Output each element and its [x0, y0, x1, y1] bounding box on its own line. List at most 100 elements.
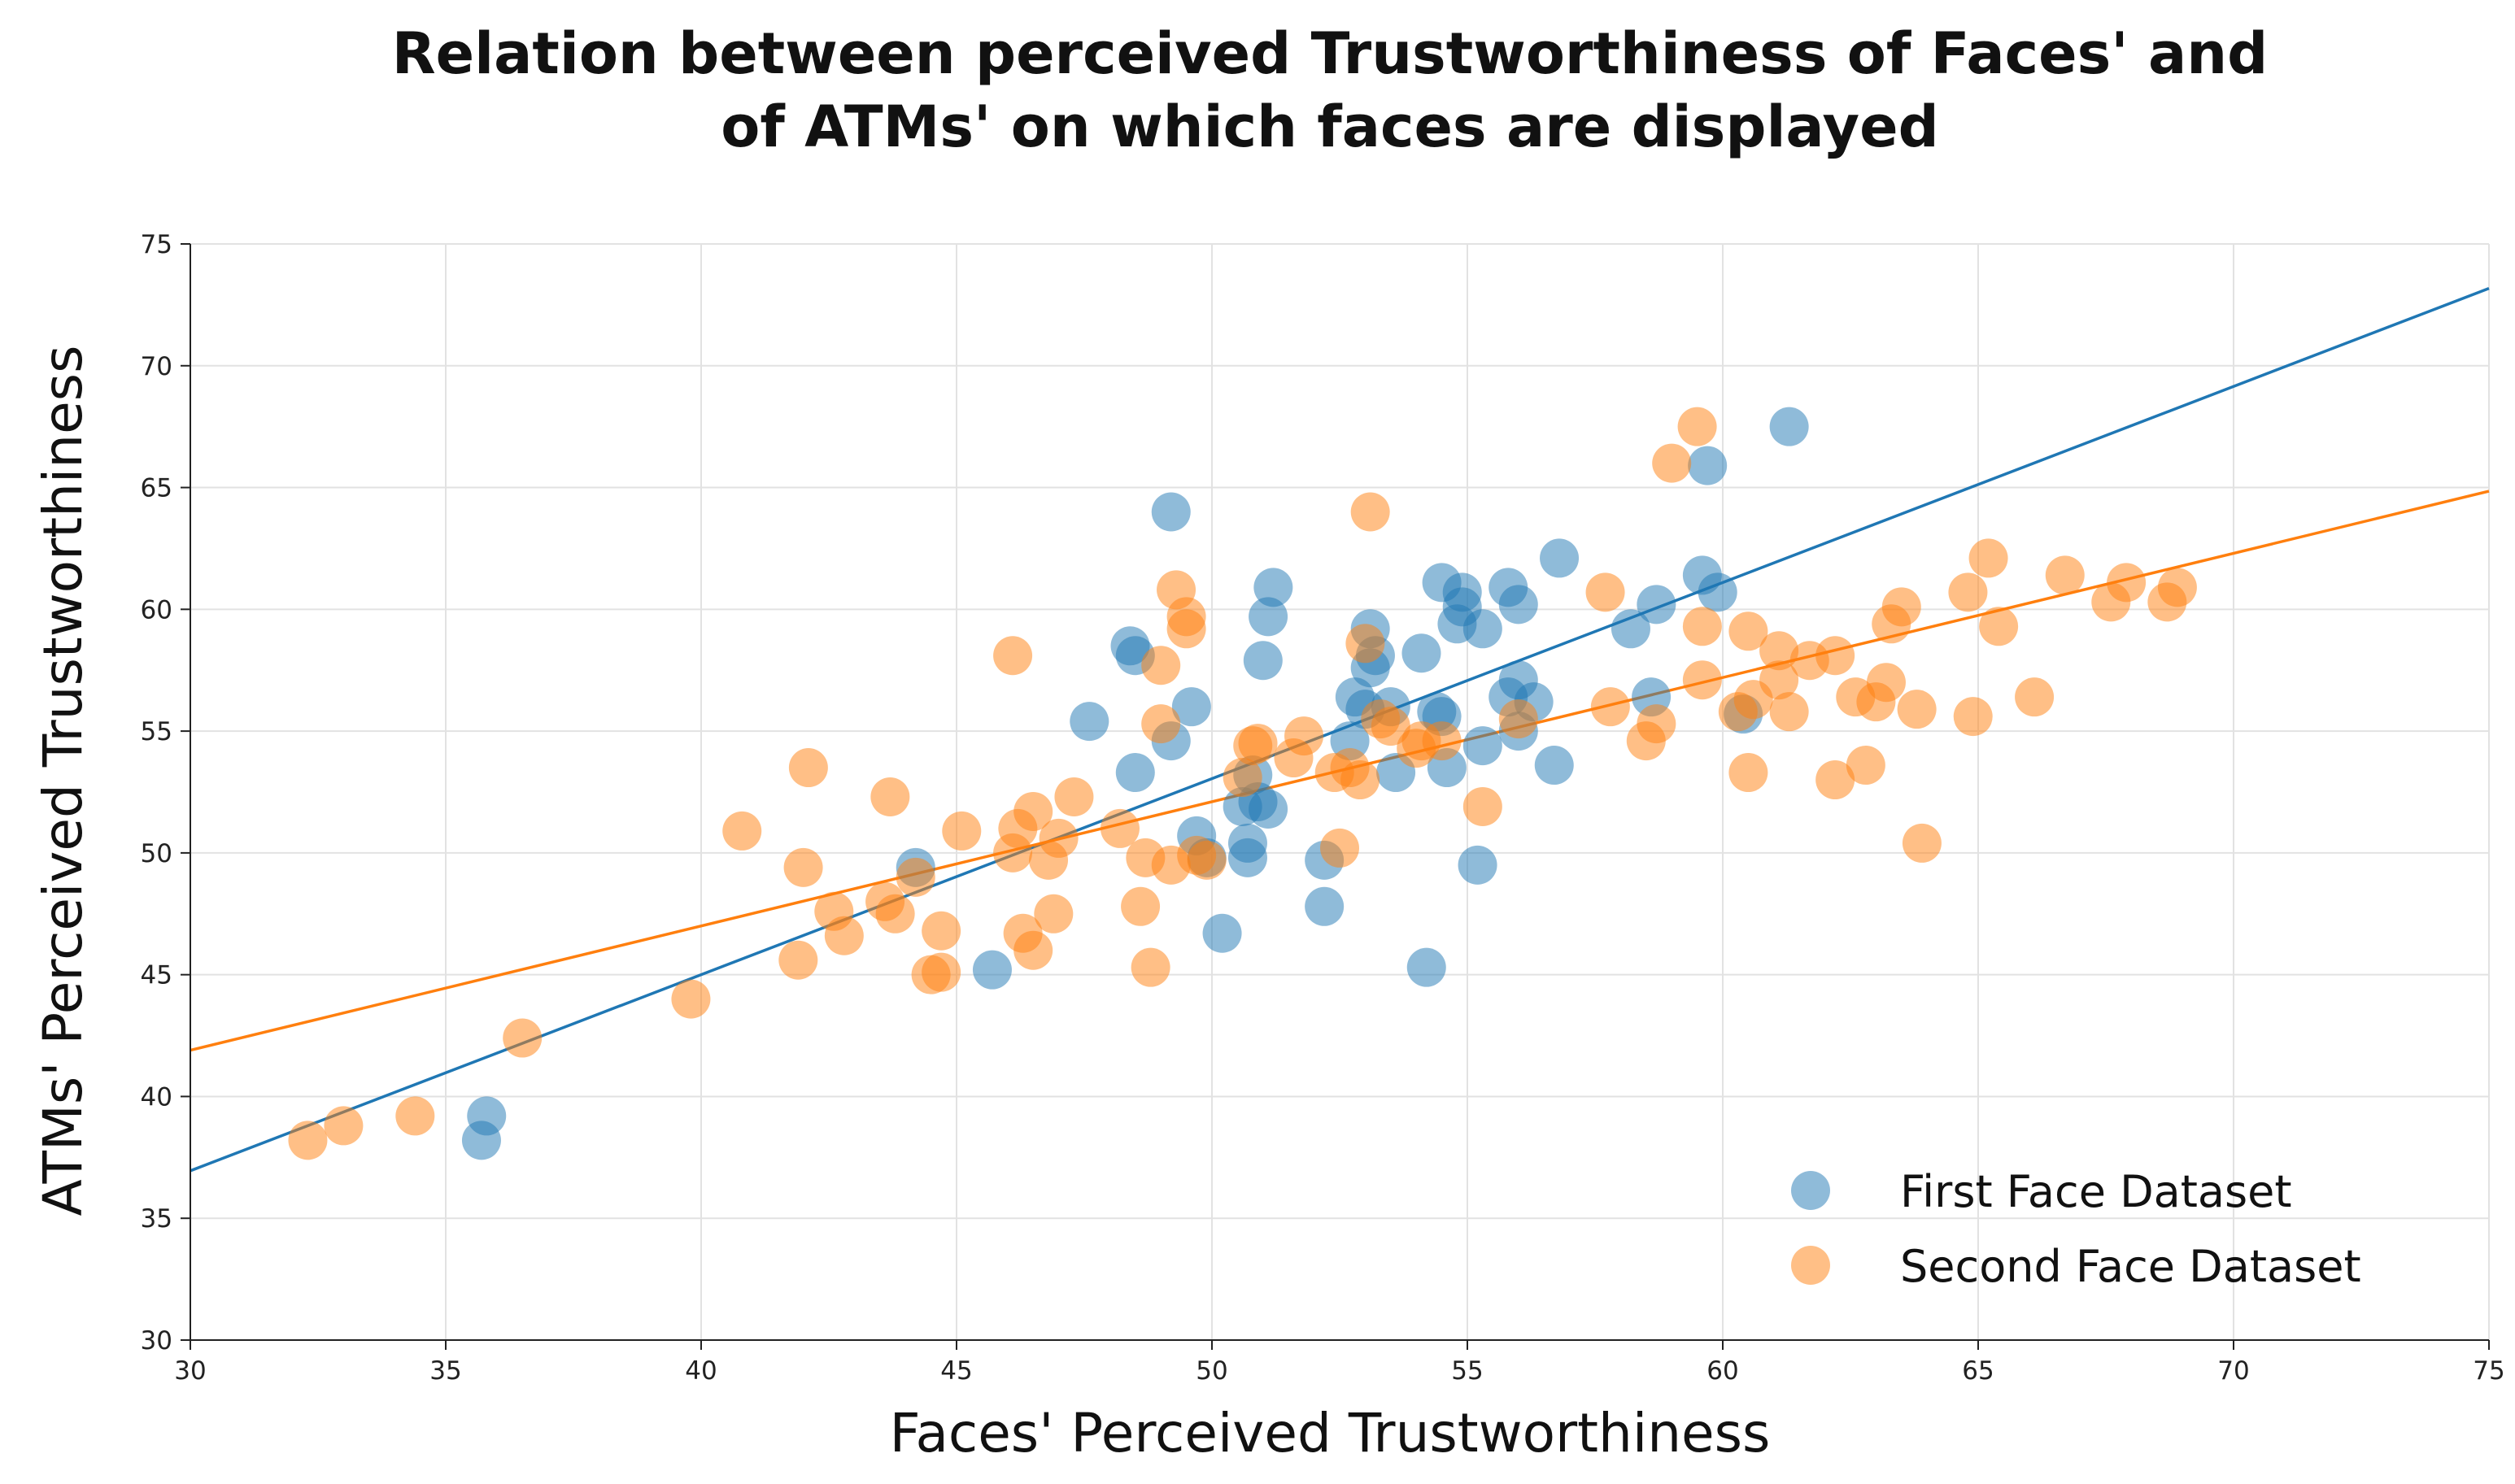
y-tick-label: 75: [141, 230, 172, 259]
data-point: [1121, 886, 1161, 926]
data-point: [1013, 791, 1053, 831]
data-point: [1769, 407, 1809, 446]
data-point: [503, 1018, 543, 1058]
data-point: [1534, 746, 1574, 786]
data-point: [1728, 753, 1768, 793]
data-point: [1187, 840, 1227, 880]
data-point: [1897, 690, 1937, 729]
x-tick-label: 75: [2473, 1356, 2504, 1386]
chart-title-line-2: of ATMs' on which faces are displayed: [721, 94, 1938, 160]
data-point: [395, 1096, 435, 1136]
data-point: [1070, 702, 1109, 742]
data-point: [1171, 687, 1211, 727]
data-point: [461, 1121, 501, 1160]
data-point: [1249, 789, 1288, 829]
data-point: [1227, 838, 1267, 877]
data-point: [1866, 663, 1906, 703]
data-point: [1013, 930, 1053, 970]
series-second-face-dataset: [288, 407, 2197, 1160]
y-tick-label: 50: [141, 839, 172, 868]
data-point: [1815, 636, 1855, 676]
data-point: [1034, 894, 1074, 933]
data-point: [1611, 609, 1650, 649]
legend-marker-first: [1791, 1171, 1830, 1210]
data-point: [1462, 609, 1502, 649]
x-tick-label: 70: [2217, 1356, 2249, 1386]
data-point: [1682, 607, 1722, 646]
data-point: [1759, 660, 1799, 700]
data-point: [1141, 704, 1181, 744]
x-tick-label: 60: [1706, 1356, 1738, 1386]
x-tick-label: 65: [1962, 1356, 1994, 1386]
data-point: [1652, 443, 1692, 483]
legend: First Face Dataset Second Face Dataset: [1791, 1166, 2361, 1292]
chart-title: Relation between perceived Trustworthine…: [392, 20, 2268, 160]
data-point: [1728, 611, 1768, 651]
x-tick-label: 35: [429, 1356, 461, 1386]
data-point: [2045, 555, 2085, 595]
data-point: [1253, 568, 1293, 607]
data-point: [1422, 721, 1462, 761]
x-axis-label: Faces' Perceived Trustworthiness: [890, 1402, 1771, 1464]
data-point: [288, 1121, 328, 1160]
data-point: [1054, 777, 1094, 816]
data-point: [324, 1106, 364, 1146]
data-point: [2107, 563, 2147, 603]
data-point: [1115, 753, 1155, 793]
data-point: [993, 636, 1033, 676]
y-tick-label: 40: [141, 1082, 172, 1112]
data-point: [1345, 624, 1385, 664]
data-point: [1151, 492, 1191, 532]
data-point: [1243, 641, 1283, 681]
data-point: [1249, 597, 1288, 637]
y-tick-label: 70: [141, 352, 172, 381]
data-point: [1979, 607, 2019, 646]
data-point: [1131, 947, 1170, 987]
data-point: [1202, 913, 1242, 953]
data-point: [1141, 646, 1181, 685]
data-point: [1698, 572, 1737, 612]
data-point: [1166, 609, 1206, 649]
data-point: [1039, 818, 1079, 858]
data-point: [1462, 726, 1502, 766]
data-point: [1498, 585, 1538, 624]
x-tick-label: 30: [174, 1356, 206, 1386]
data-point: [1371, 707, 1410, 746]
data-point: [1350, 492, 1390, 532]
tick-labels: 30 35 40 45 50 55 60 65 70 75 30 35 40 45 50 55 60 65 70 75: [141, 230, 2505, 1386]
data-point: [1223, 758, 1262, 798]
data-point: [1637, 704, 1676, 744]
data-point: [896, 857, 935, 897]
data-point: [1330, 721, 1370, 761]
data-point: [1284, 716, 1324, 756]
x-tick-label: 50: [1196, 1356, 1227, 1386]
data-point: [1585, 572, 1625, 612]
x-tick-label: 45: [940, 1356, 972, 1386]
data-point: [1320, 828, 1359, 868]
y-tick-label: 35: [141, 1204, 172, 1234]
data-point: [942, 811, 982, 851]
data-point: [788, 748, 828, 788]
data-point: [870, 777, 910, 816]
data-point: [922, 911, 961, 951]
chart-title-line-1: Relation between perceived Trustworthine…: [392, 20, 2268, 87]
x-tick-label: 40: [685, 1356, 717, 1386]
data-point: [1677, 407, 1717, 446]
data-point: [1902, 823, 1942, 863]
data-point: [783, 847, 823, 887]
data-point: [875, 894, 915, 933]
legend-label-second: Second Face Dataset: [1900, 1241, 2361, 1292]
legend-label-first: First Face Dataset: [1900, 1166, 2292, 1217]
data-point: [1815, 760, 1855, 800]
data-point: [1759, 631, 1799, 671]
data-point: [1846, 746, 1885, 786]
data-point: [972, 950, 1012, 990]
data-point: [1458, 845, 1497, 885]
data-point: [1948, 572, 1988, 612]
data-point: [1881, 587, 1921, 627]
data-point: [778, 940, 818, 980]
legend-marker-second: [1791, 1246, 1830, 1285]
y-tick-label: 55: [141, 717, 172, 746]
data-point: [824, 916, 864, 955]
data-point: [1769, 692, 1809, 732]
